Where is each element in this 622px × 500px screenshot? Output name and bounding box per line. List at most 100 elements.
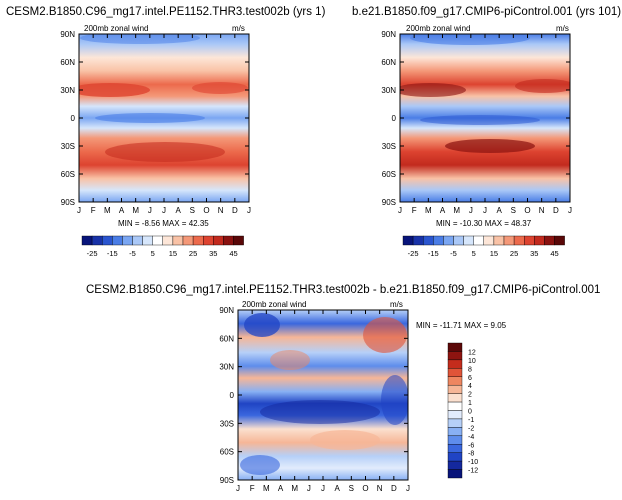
diff-colorbar-swatch xyxy=(447,401,463,411)
right-y-tick-label: 30S xyxy=(382,142,396,151)
left-x-tick-label: S xyxy=(190,206,195,215)
left-colorbar-swatch xyxy=(91,235,103,246)
left-pole-blue xyxy=(80,34,200,44)
diff-colorbar-label: 10 xyxy=(468,358,476,365)
diff-x-tick-label: M xyxy=(291,484,298,493)
left-colorbar-swatch xyxy=(132,235,143,246)
diff-minmax-label: MIN = -11.71 MAX = 9.05 xyxy=(416,321,507,330)
right-x-tick-label: S xyxy=(511,206,516,215)
right-colorbar-swatch xyxy=(483,235,495,246)
right-colorbar-swatch xyxy=(513,235,525,246)
diff-colorbar-swatch xyxy=(447,410,463,420)
diff-colorbar-label: 2 xyxy=(468,392,472,399)
left-x-tick-label: J xyxy=(162,206,166,215)
diff-x-tick-label: O xyxy=(362,484,368,493)
diff-x-tick-label: D xyxy=(391,484,397,493)
left-y-tick-label: 30S xyxy=(61,142,75,151)
right-colorbar-swatch xyxy=(554,235,565,246)
diff-y-tick-label: 90S xyxy=(220,476,234,485)
left-colorbar-label: -5 xyxy=(129,249,136,258)
right-x-tick-label: J xyxy=(398,206,402,215)
right-colorbar-swatch xyxy=(412,235,424,246)
right-jet-sh-core xyxy=(445,139,535,153)
diff-colorbar-swatch xyxy=(447,384,463,394)
diff-blob-6 xyxy=(381,375,408,425)
left-colorbar-swatch xyxy=(152,235,163,246)
left-colorbar-label: -25 xyxy=(87,249,98,258)
right-y-tick-label: 30N xyxy=(381,86,396,95)
diff-blob-7 xyxy=(240,455,280,475)
left-colorbar-swatch xyxy=(233,235,244,246)
right-colorbar-swatch xyxy=(493,235,505,246)
diff-y-tick-label: 30S xyxy=(220,419,234,428)
diff-variable-label: 200mb zonal wind xyxy=(242,300,307,309)
diff-x-tick-label: M xyxy=(263,484,270,493)
left-variable-label: 200mb zonal wind xyxy=(84,24,149,33)
left-jet-nh-core2 xyxy=(192,82,248,94)
diff-x-tick-label: J xyxy=(236,484,240,493)
right-colorbar-swatch xyxy=(473,235,485,246)
left-units-label: m/s xyxy=(232,24,245,33)
right-colorbar-label: 15 xyxy=(490,249,498,258)
diff-field xyxy=(238,310,408,480)
left-y-tick-label: 90S xyxy=(61,198,75,207)
diff-x-tick-label: S xyxy=(349,484,354,493)
right-colorbar-label: 35 xyxy=(530,249,538,258)
left-colorbar-swatch xyxy=(223,235,234,246)
right-colorbar-label: 45 xyxy=(550,249,558,258)
diff-x-tick-label: N xyxy=(377,484,383,493)
left-colorbar-label: 15 xyxy=(169,249,177,258)
left-panel-title: CESM2.B1850.C96_mg17.intel.PE1152.THR3.t… xyxy=(6,6,326,18)
diff-colorbar-label: 12 xyxy=(468,349,476,356)
diff-colorbar-label: 6 xyxy=(468,375,472,382)
left-colorbar-swatch xyxy=(112,235,123,246)
diff-colorbar-swatch xyxy=(447,342,463,352)
diff-colorbar-label: 8 xyxy=(468,366,472,373)
left-y-tick-label: 60S xyxy=(61,170,75,179)
right-colorbar-swatch xyxy=(524,235,535,246)
left-minmax-label: MIN = -8.56 MAX = 42.35 xyxy=(118,219,209,228)
left-jet-sh-core xyxy=(105,142,225,162)
diff-panel-title: CESM2.B1850.C96_mg17.intel.PE1152.THR3.t… xyxy=(86,284,601,296)
diff-colorbar-swatch xyxy=(447,368,463,377)
right-colorbar-swatch xyxy=(544,235,555,246)
right-x-tick-label: J xyxy=(483,206,487,215)
left-tropic-blue xyxy=(95,113,205,123)
right-colorbar-label: -25 xyxy=(408,249,419,258)
diff-colorbar-label: -6 xyxy=(468,442,474,449)
right-colorbar-label: 25 xyxy=(510,249,518,258)
left-y-tick-label: 90N xyxy=(60,30,75,39)
diff-colorbar-swatch xyxy=(447,393,463,403)
right-x-tick-label: D xyxy=(553,206,559,215)
diff-x-tick-label: J xyxy=(406,484,410,493)
left-colorbar-swatch xyxy=(192,235,204,246)
left-x-tick-label: A xyxy=(119,206,125,215)
right-colorbar-swatch xyxy=(463,235,474,246)
right-x-tick-label: A xyxy=(440,206,446,215)
diff-colorbar-swatch xyxy=(447,469,463,479)
right-colorbar-swatch xyxy=(503,235,515,246)
left-colorbar-swatch xyxy=(101,235,113,246)
left-jet-nh-core xyxy=(79,83,150,97)
diff-colorbar-label: 1 xyxy=(468,400,472,407)
right-panel-title: b.e21.B1850.f09_g17.CMIP6-piControl.001 … xyxy=(352,6,622,18)
right-y-tick-label: 0 xyxy=(392,114,397,123)
right-variable-label: 200mb zonal wind xyxy=(406,24,471,33)
diff-colorbar-swatch xyxy=(447,444,463,453)
right-x-tick-label: M xyxy=(453,206,460,215)
right-colorbar-label: -5 xyxy=(450,249,457,258)
diff-colorbar-swatch xyxy=(447,435,463,445)
left-x-tick-label: F xyxy=(91,206,96,215)
left-y-tick-label: 30N xyxy=(60,86,75,95)
diff-colorbar-swatch xyxy=(447,418,463,428)
right-x-tick-label: J xyxy=(568,206,572,215)
right-colorbar-swatch xyxy=(453,235,464,246)
diff-colorbar-label: -10 xyxy=(468,459,478,466)
left-colorbar-swatch xyxy=(172,235,184,246)
diff-y-tick-label: 60N xyxy=(219,334,234,343)
diff-y-tick-label: 90N xyxy=(219,306,234,315)
right-y-tick-label: 90S xyxy=(382,198,396,207)
left-colorbar-swatch xyxy=(142,235,153,246)
right-y-tick-label: 60N xyxy=(381,58,396,67)
